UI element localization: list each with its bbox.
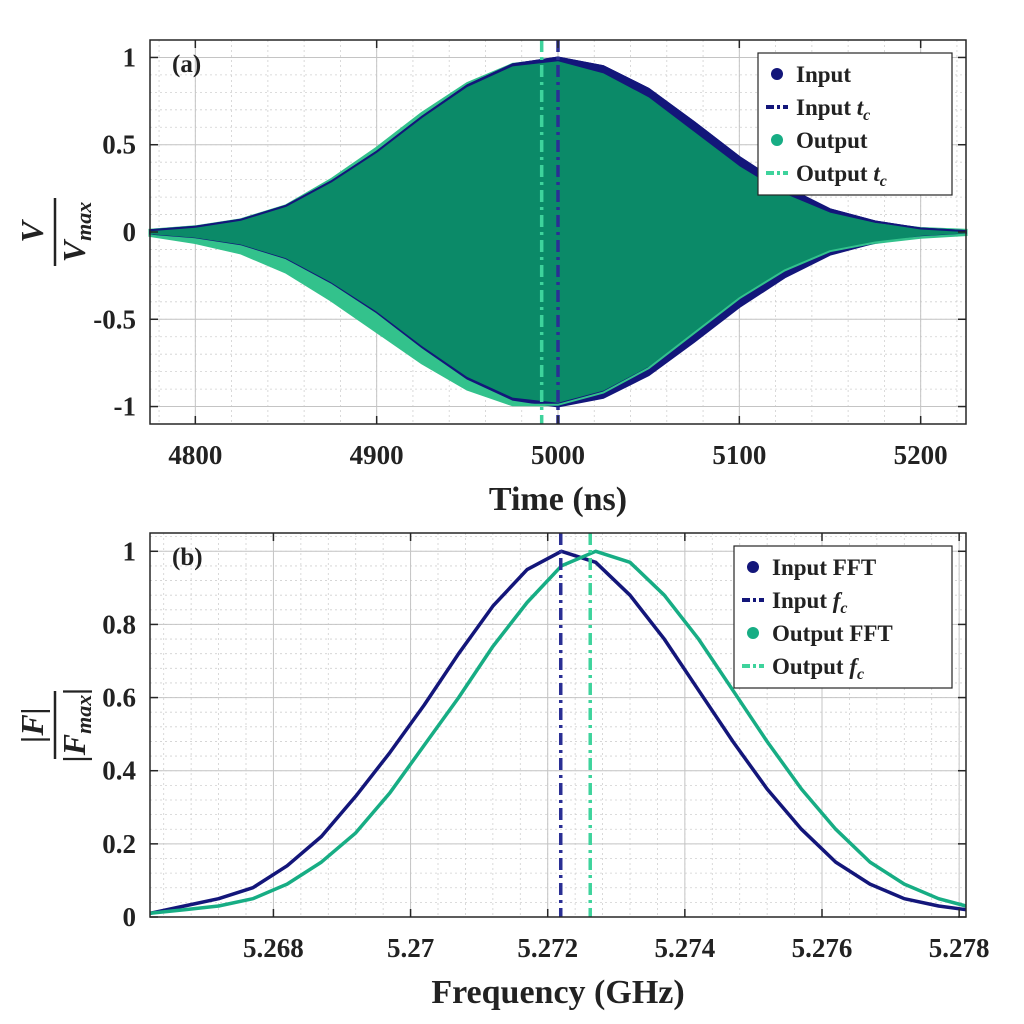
y-tick-label: -1 [114,392,137,422]
x-tick-label: 4800 [168,440,222,470]
panel-label: (a) [172,51,201,78]
x-tick-label: 5.276 [792,933,853,963]
legend-label: Output tc [796,161,887,190]
x-tick-label: 5.27 [387,933,434,963]
x-tick-label: 5.274 [654,933,715,963]
legend-label: Output [796,128,868,153]
y-axis-title-numerator: V [14,219,50,243]
legend-label: Output FFT [772,621,893,646]
series-output-lower-edge [149,233,967,406]
x-tick-label: 5.272 [517,933,578,963]
chart-panel-a: 4800 4900 5000 5100 5200 1 0.5 0 -0.5 -1 Time (ns)… [14,39,968,518]
y-axis-title: |F||Fmax| [14,688,96,763]
legend-marker-dot [771,134,783,146]
y-tick-label: 0 [123,902,137,932]
legend-box [733,545,953,689]
y-axis-title-numerator: |F| [14,707,50,742]
axes-box [149,532,967,918]
legend-label: Input tc [796,95,870,124]
x-tick-label: 5000 [531,440,585,470]
legend: Input Input tc Output Output tc [757,52,953,196]
y-axis-title-denominator: |Fmax| [56,688,96,763]
x-tick-label: 4900 [350,440,404,470]
legend-marker-dot [771,68,783,80]
y-tick-label: 1 [123,536,137,566]
legend-label: Input fc [772,588,848,617]
x-tick-label: 5200 [894,440,948,470]
y-tick-label: 0.8 [102,609,136,639]
panel-label: (b) [172,544,203,571]
legend-label: Input FFT [772,555,876,580]
y-axis-title-denominator: Vmax [56,202,96,262]
y-tick-label: 0 [123,217,137,247]
x-tick-label: 5.278 [929,933,990,963]
legend-label: Output fc [772,654,864,683]
y-tick-label: 0.5 [102,130,136,160]
y-tick-label: 1 [123,42,137,72]
legend: Input FFT Input fc Output FFT Output fc [733,545,953,689]
y-tick-label: 0.6 [102,683,136,713]
legend-marker-dot [747,561,759,573]
x-tick-label: 5.268 [243,933,304,963]
chart-panel-b: 5.268 5.27 5.272 5.274 5.276 5.278 1 0.8 0.6 0.4 0… [14,532,990,1011]
legend-marker-dot [747,627,759,639]
legend-box [757,52,953,196]
y-tick-label: -0.5 [93,304,136,334]
x-axis-title: Frequency (GHz) [431,974,684,1011]
x-axis-title: Time (ns) [489,481,627,518]
y-tick-label: 0.2 [102,829,136,859]
y-tick-label: 0.4 [102,756,136,786]
legend-label: Input [796,62,851,87]
x-tick-label: 5100 [712,440,766,470]
